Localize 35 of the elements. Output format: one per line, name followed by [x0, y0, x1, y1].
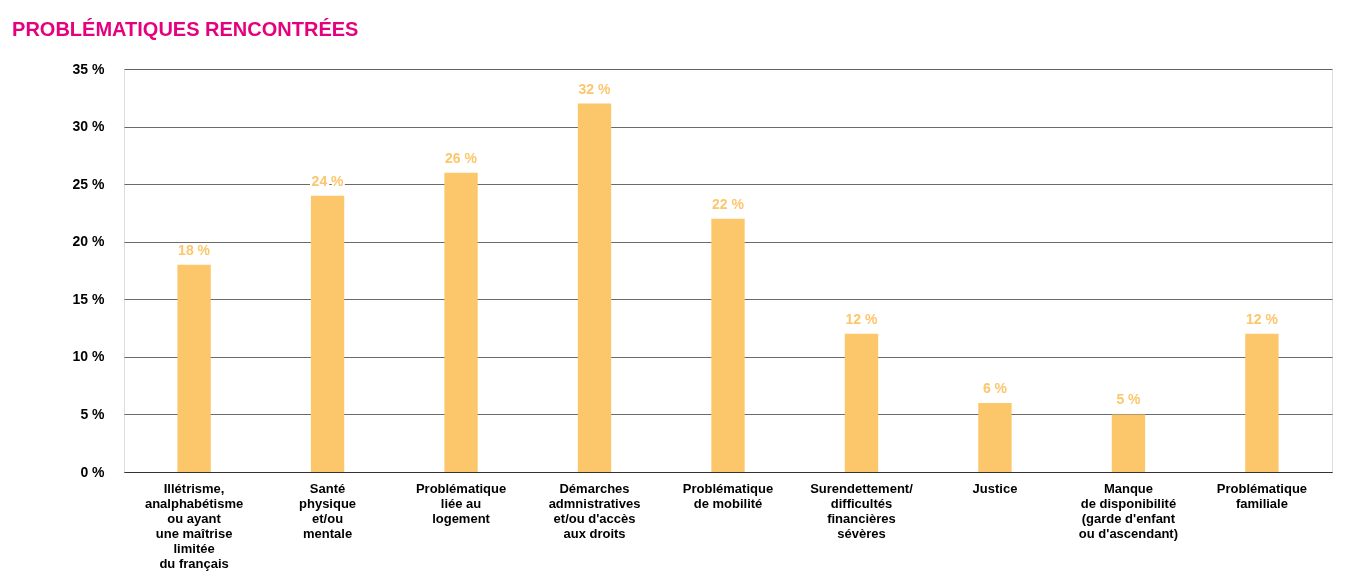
- y-tick-label: 20 %: [72, 233, 106, 250]
- data-label: 12 %: [1245, 310, 1279, 327]
- x-tick-label: Problématique familiale: [1216, 480, 1308, 511]
- data-label: 26 %: [445, 149, 478, 166]
- bar: [711, 218, 745, 472]
- x-tick-label: Justice: [972, 480, 1018, 496]
- y-tick-label: 15 %: [72, 290, 106, 307]
- data-label: 5 %: [1116, 391, 1142, 408]
- bar: [444, 172, 478, 472]
- y-tick-label: 30 %: [72, 118, 106, 135]
- bar: [577, 103, 612, 472]
- bar: [978, 402, 1012, 472]
- y-tick-label: 10 %: [72, 348, 106, 365]
- bar: [177, 264, 211, 472]
- bar: [1111, 414, 1146, 472]
- y-tick-label: 25 %: [72, 175, 106, 192]
- x-tick-label: Surendettement/ difficultés financières sévères: [810, 480, 914, 541]
- bar: [1245, 333, 1279, 472]
- x-tick-label: Démarches admnistratives et/ou d'accès aux droits: [548, 480, 641, 541]
- data-label: 32 %: [578, 80, 612, 97]
- chart-title: PROBLÉMATIQUES RENCONTRÉES: [12, 18, 359, 40]
- data-label: 6 %: [982, 379, 1008, 396]
- bar: [310, 195, 345, 472]
- data-label: 18 %: [178, 241, 211, 258]
- x-tick-label: Manque de disponibilité (garde d'enfant ou d'ascendant): [1078, 480, 1179, 541]
- y-tick-label: 35 %: [72, 60, 106, 77]
- x-tick-label: Santé physique et/ou mentale: [299, 480, 357, 541]
- bar: [844, 333, 879, 472]
- y-tick-label: 0 %: [80, 463, 106, 480]
- data-label: 22 %: [712, 195, 745, 212]
- x-tick-label: Problématique de mobilité: [682, 480, 774, 511]
- x-tick-label: Illétrisme, analphabétisme ou ayant une maîtrise limitée du français: [144, 480, 244, 571]
- x-tick-label: Problématique liée au logement: [415, 480, 507, 526]
- data-label: 12 %: [845, 310, 878, 327]
- y-tick-label: 5 %: [80, 405, 106, 422]
